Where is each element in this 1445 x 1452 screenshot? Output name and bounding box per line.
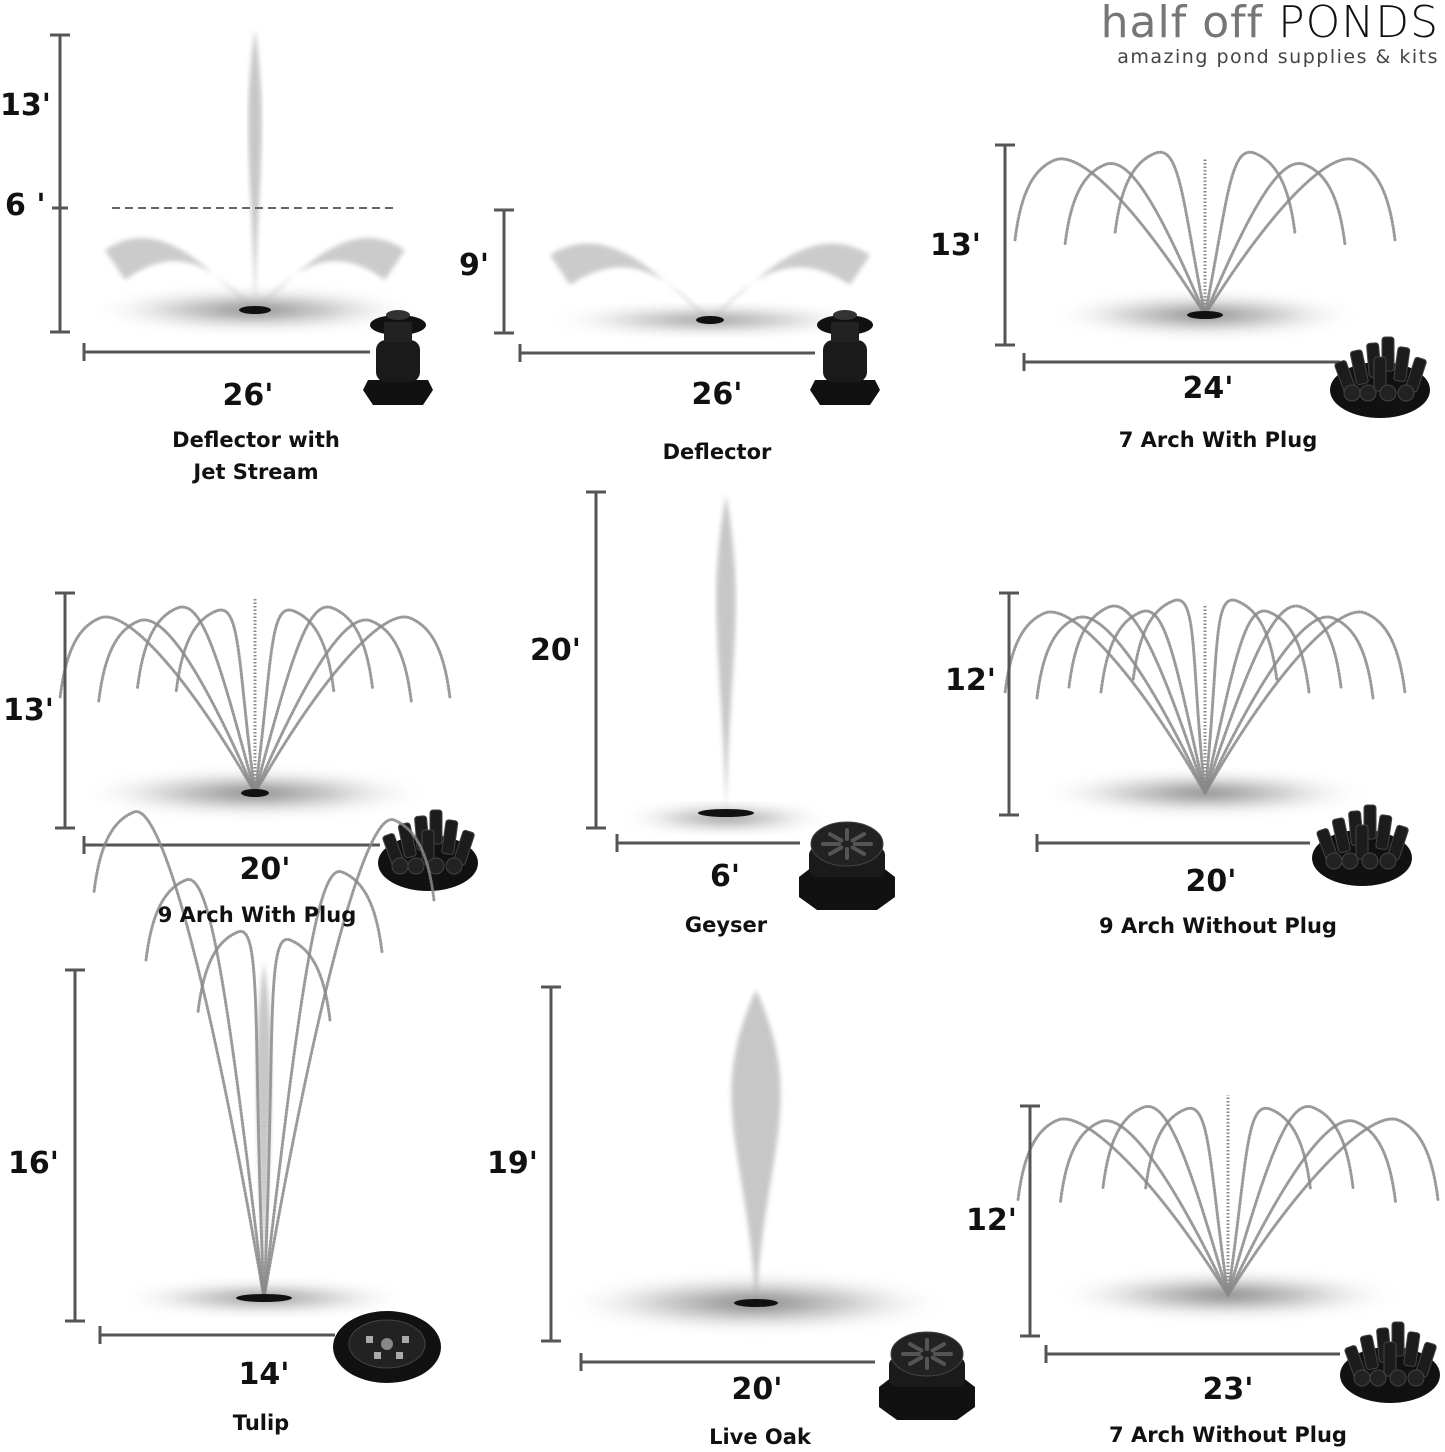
deflector-spray-left bbox=[105, 237, 255, 310]
arch-spray bbox=[1067, 604, 1207, 795]
arch-spray bbox=[1203, 615, 1375, 795]
height-label: 12' bbox=[966, 1203, 1017, 1238]
width-label: 20' bbox=[1185, 864, 1237, 899]
width-label: 23' bbox=[1202, 1372, 1254, 1407]
arch-spray bbox=[1131, 598, 1207, 795]
deflector-nozzle-icon bbox=[363, 310, 433, 405]
logo-brand-bold: PONDS bbox=[1278, 0, 1439, 48]
fountain-pattern-9-arch bbox=[55, 591, 452, 854]
geyser-nozzle-icon bbox=[799, 821, 895, 910]
fountain-pattern-deflector-jet bbox=[50, 30, 425, 361]
width-label: 24' bbox=[1182, 371, 1234, 406]
pattern-name: Geyser bbox=[684, 913, 768, 937]
width-label: 26' bbox=[691, 377, 743, 412]
jet-stream bbox=[256, 962, 272, 1298]
arch-spray bbox=[97, 618, 257, 795]
arch-spray bbox=[92, 810, 266, 1300]
pattern-name: Deflector bbox=[662, 440, 772, 464]
deflector-nozzle-icon bbox=[810, 310, 880, 405]
width-label: 20' bbox=[239, 852, 291, 887]
width-label: 6' bbox=[709, 859, 741, 894]
logo-tagline: amazing pond supplies & kits bbox=[1117, 46, 1439, 68]
height-label: 20' bbox=[530, 633, 581, 668]
deflector-spray-right bbox=[255, 237, 405, 310]
height-label: 16' bbox=[8, 1146, 59, 1181]
height-label: 9' bbox=[459, 248, 490, 283]
half-off-ponds-logo: half off PONDS amazing pond supplies & k… bbox=[1101, 0, 1439, 68]
arch-spray bbox=[1013, 157, 1207, 317]
arch-spray bbox=[1144, 1106, 1230, 1297]
arch-spray bbox=[1099, 609, 1207, 795]
arch-spray bbox=[253, 615, 452, 795]
width-label: 14' bbox=[238, 1357, 290, 1392]
deflector-spray-left bbox=[550, 243, 710, 320]
arch-spray bbox=[58, 615, 257, 795]
arch-spray bbox=[1003, 610, 1207, 795]
width-label: 20' bbox=[731, 1372, 783, 1407]
height-label: 19' bbox=[487, 1146, 538, 1181]
pattern-name: 7 Arch With Plug bbox=[1118, 428, 1318, 452]
arch-spray bbox=[1203, 598, 1279, 795]
logo-brand-light: half off bbox=[1100, 0, 1264, 48]
arch-spray bbox=[1113, 150, 1207, 317]
fountain-pattern-7-arch-open bbox=[1016, 1095, 1440, 1363]
pattern-name: 9 Arch Without Plug bbox=[1099, 914, 1337, 938]
arch-spray bbox=[144, 878, 266, 1300]
jet-stream bbox=[716, 495, 736, 813]
width-label: 26' bbox=[222, 378, 274, 413]
jet-stream bbox=[248, 30, 262, 310]
deflector-spray-right bbox=[710, 243, 870, 320]
arch-spray bbox=[1203, 610, 1407, 795]
arch-spray bbox=[262, 818, 436, 1300]
arch-spray bbox=[1226, 1106, 1312, 1297]
pattern-name: 9 Arch With Plug bbox=[157, 903, 357, 927]
arch-spray bbox=[253, 608, 336, 795]
arch-plug-nozzle-icon bbox=[378, 809, 478, 891]
fountain-pattern-tulip bbox=[65, 810, 436, 1344]
arch-plug-nozzle-icon bbox=[1330, 336, 1430, 418]
fountain-pattern-deflector bbox=[494, 208, 880, 362]
arch-spray bbox=[253, 618, 413, 795]
height-label: 13' bbox=[3, 693, 54, 728]
fountain-pattern-9-arch-open bbox=[999, 591, 1407, 852]
arch-spray bbox=[174, 608, 257, 795]
arch-spray bbox=[1016, 1117, 1230, 1297]
pattern-name: Live Oak bbox=[709, 1425, 811, 1449]
pattern-name: 7 Arch Without Plug bbox=[1109, 1423, 1347, 1447]
arch-spray bbox=[1059, 1119, 1230, 1297]
tulip-nozzle-icon bbox=[333, 1311, 441, 1383]
arch-spray bbox=[262, 870, 384, 1300]
height-label: 12' bbox=[945, 663, 996, 698]
arch-spray bbox=[1203, 609, 1311, 795]
geyser-nozzle-icon bbox=[879, 1331, 975, 1420]
pattern-name: Jet Stream bbox=[193, 460, 319, 484]
fountain-pattern-geyser bbox=[586, 490, 836, 852]
arch-spray bbox=[136, 605, 257, 795]
arch-spray bbox=[1063, 162, 1207, 317]
arch-spray bbox=[1226, 1119, 1397, 1297]
arch-spray bbox=[253, 605, 374, 795]
arch-spray bbox=[1203, 150, 1297, 317]
arch-spray bbox=[1035, 615, 1207, 795]
arch-spray bbox=[1203, 162, 1347, 317]
pattern-name: Tulip bbox=[232, 1411, 290, 1435]
arch-nozzle-icon bbox=[1340, 1321, 1440, 1403]
arch-nozzle-icon bbox=[1312, 804, 1412, 886]
arch-spray bbox=[1203, 604, 1343, 795]
arch-spray bbox=[1226, 1117, 1440, 1297]
mid-height-label: 6 ' bbox=[5, 188, 46, 223]
arch-spray bbox=[1203, 157, 1397, 317]
height-label: 13' bbox=[0, 88, 51, 123]
pool-splash bbox=[616, 804, 836, 832]
jet-stream bbox=[731, 990, 781, 1303]
fountain-pattern-live-oak bbox=[541, 985, 956, 1371]
fountain-pattern-7-arch bbox=[995, 143, 1397, 371]
height-label: 13' bbox=[930, 228, 981, 263]
pattern-name: Deflector with bbox=[172, 428, 340, 452]
arch-spray bbox=[1101, 1105, 1230, 1297]
